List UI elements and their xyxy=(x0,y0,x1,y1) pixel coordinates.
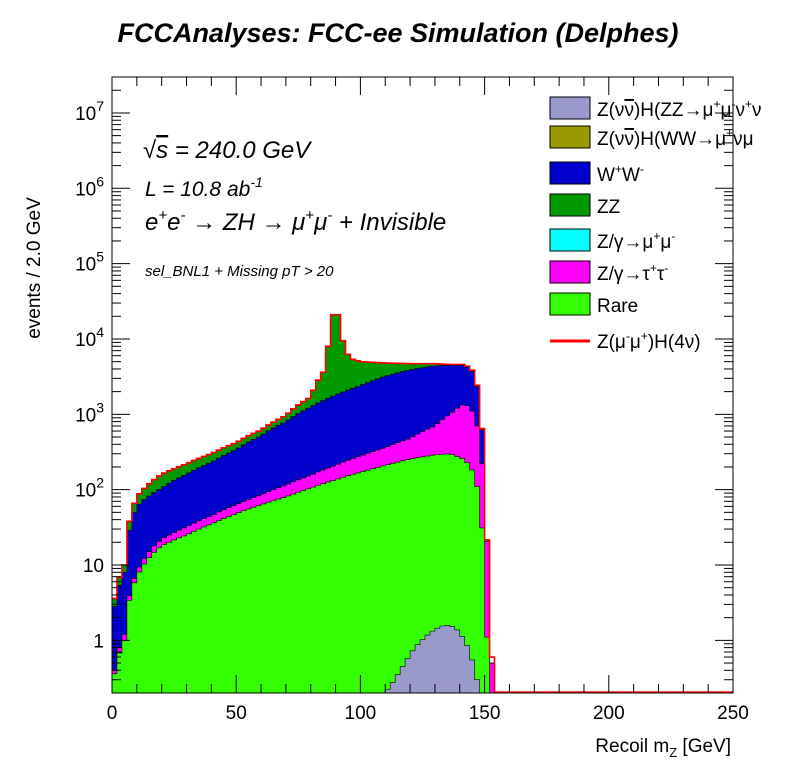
legend-label-ww: W+W- xyxy=(597,162,644,186)
plot-frame xyxy=(111,76,734,694)
y-tick-labels: 1 10 102 103 104 105 106 107 xyxy=(75,98,104,652)
legend-swatch-rare xyxy=(549,292,591,316)
x-tick-label: 200 xyxy=(593,703,625,724)
y-tick-label: 10 xyxy=(83,556,104,577)
legend-swatch-zz xyxy=(549,193,591,217)
svg-text:√s = 240.0 GeV: √s = 240.0 GeV xyxy=(143,137,312,164)
legend-label-rare: Rare xyxy=(597,296,638,317)
legend-swatch-ww xyxy=(549,161,591,185)
y-tick-label: 106 xyxy=(75,173,104,200)
legend-label-signal: Z(μ-μ+)H(4ν) xyxy=(597,329,701,353)
annotation-process: e+e- → ZH → μ+μ- + Invisible xyxy=(145,207,446,236)
chart-title: FCCAnalyses: FCC-ee Simulation (Delphes) xyxy=(117,18,679,48)
y-tick-label: 105 xyxy=(75,249,104,276)
y-tick-label: 1 xyxy=(93,631,104,652)
x-tick-labels: 0 50 100 150 200 250 xyxy=(107,703,749,724)
x-tick-label: 50 xyxy=(226,703,247,724)
legend-swatch-z-mumu xyxy=(549,228,591,252)
annotation-selection: sel_BNL1 + Missing pT > 20 xyxy=(145,263,334,280)
legend-swatch-z-tautau xyxy=(549,260,591,284)
x-axis-label: Recoil mZ [GeV] xyxy=(595,736,731,760)
y-tick-label: 103 xyxy=(75,399,104,426)
layer-zh-zz xyxy=(384,625,480,694)
x-tick-label: 0 xyxy=(107,703,118,724)
histogram-areas xyxy=(111,313,733,694)
x-tick-label: 100 xyxy=(345,703,377,724)
layer-rare xyxy=(111,453,495,694)
y-axis-label: events / 2.0 GeV xyxy=(24,197,45,339)
axis-ticks xyxy=(111,76,734,694)
legend: Z(νν)H(ZZ→μ+μ-ν+ν Z(νν)H(WW→μ+νμ W+W- ZZ… xyxy=(549,96,761,353)
signal-line xyxy=(112,313,733,693)
legend-label-zh-zz: Z(νν)H(ZZ→μ+μ-ν+ν xyxy=(597,97,761,121)
x-tick-label: 250 xyxy=(717,703,749,724)
legend-swatch-zh-ww xyxy=(549,125,591,149)
y-tick-label: 107 xyxy=(75,98,104,125)
legend-label-zh-ww: Z(νν)H(WW→μ+νμ xyxy=(597,126,754,150)
legend-swatch-zh-zz xyxy=(549,96,591,120)
x-tick-label: 150 xyxy=(469,703,501,724)
legend-label-z-tautau: Z/γ→τ+τ- xyxy=(597,261,668,285)
legend-label-zz: ZZ xyxy=(597,197,621,218)
legend-label-z-mumu: Z/γ→μ+μ- xyxy=(597,229,675,253)
y-tick-label: 104 xyxy=(75,324,104,351)
annotation-lumi: L = 10.8 ab-1 xyxy=(145,174,263,201)
y-tick-label: 102 xyxy=(75,475,104,502)
annotation-sqrt-s: √s = 240.0 GeV xyxy=(143,137,312,164)
